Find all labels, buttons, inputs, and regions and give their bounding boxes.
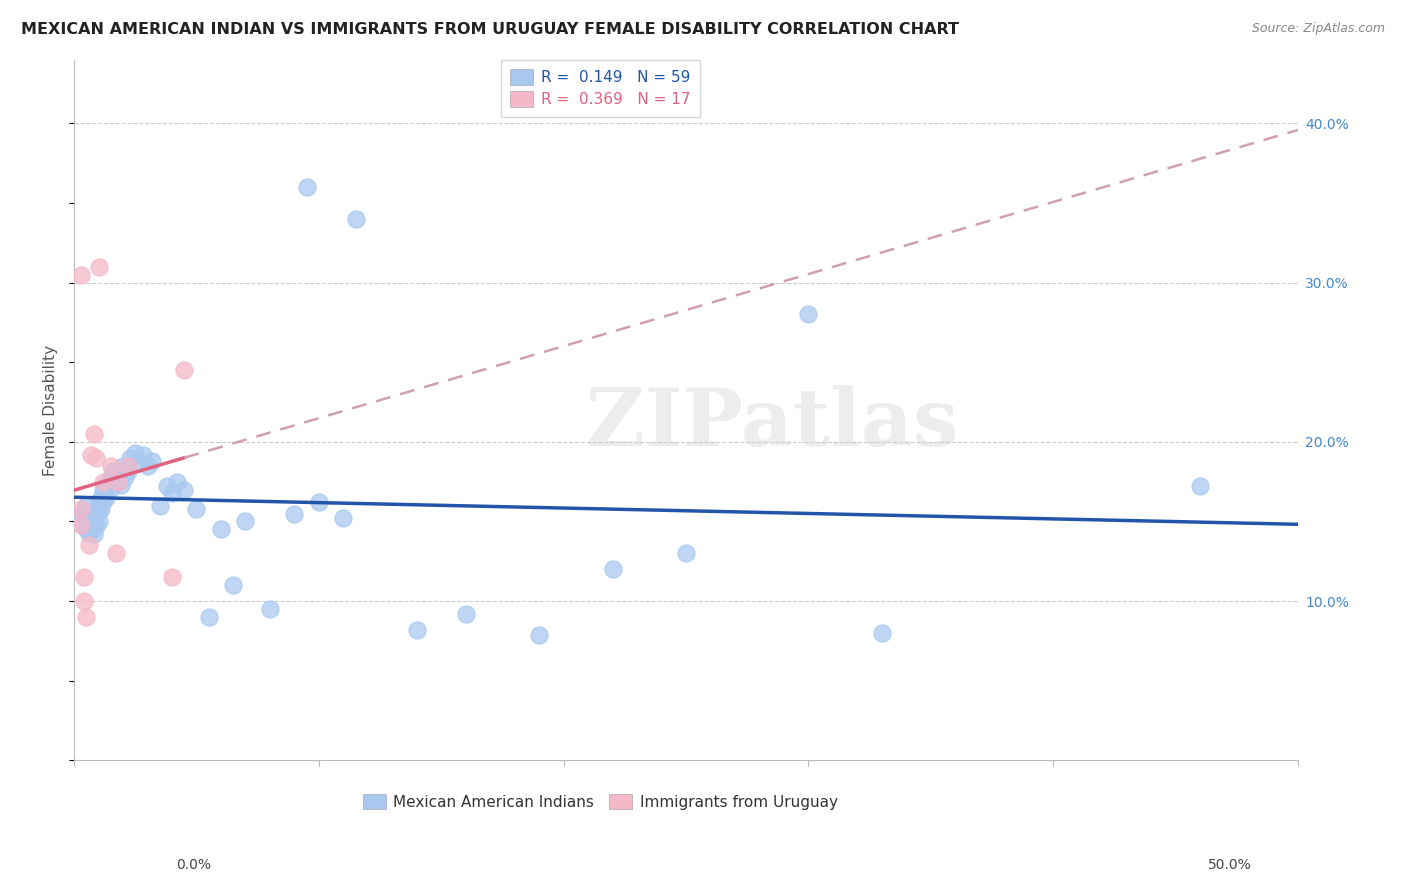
Point: [70, 268, 93, 282]
Text: ZIPatlas: ZIPatlas: [585, 385, 957, 463]
Point: [156, 479, 179, 493]
Point: [93, 493, 115, 508]
Point: [70, 501, 93, 516]
Point: [94, 479, 117, 493]
Point: [70, 507, 93, 521]
Point: [75, 499, 97, 513]
Point: [94, 491, 117, 505]
Point: [93, 483, 115, 497]
Point: [173, 363, 195, 377]
Point: [107, 467, 129, 481]
Point: [308, 495, 330, 509]
Point: [77, 538, 100, 552]
Point: [104, 475, 127, 489]
Point: [80, 511, 103, 525]
Point: [90, 501, 112, 516]
Point: [77, 525, 100, 540]
Point: [405, 623, 427, 637]
Point: [120, 450, 142, 465]
Point: [173, 483, 195, 497]
Point: [87, 501, 110, 516]
Point: [186, 501, 208, 516]
Point: [75, 507, 97, 521]
Point: [602, 562, 624, 576]
Point: [136, 458, 159, 473]
Point: [117, 463, 139, 477]
Point: [675, 546, 697, 560]
Point: [103, 463, 125, 477]
Point: [870, 626, 893, 640]
Point: [70, 517, 93, 532]
Point: [83, 517, 105, 532]
Point: [454, 607, 477, 621]
Point: [84, 450, 107, 465]
Text: Source: ZipAtlas.com: Source: ZipAtlas.com: [1251, 22, 1385, 36]
Point: [131, 448, 153, 462]
Point: [90, 491, 112, 505]
Point: [259, 602, 281, 616]
Point: [797, 308, 820, 322]
Point: [160, 485, 183, 500]
Point: [80, 523, 103, 537]
Point: [87, 260, 110, 274]
Point: [100, 458, 122, 473]
Legend: Mexican American Indians, Immigrants from Uruguay: Mexican American Indians, Immigrants fro…: [357, 788, 844, 816]
Text: 0.0%: 0.0%: [176, 858, 211, 872]
Point: [77, 515, 100, 529]
Point: [83, 426, 105, 441]
Point: [295, 180, 318, 194]
Point: [332, 511, 354, 525]
Y-axis label: Female Disability: Female Disability: [44, 344, 58, 475]
Point: [87, 493, 110, 508]
Point: [93, 475, 115, 489]
Point: [112, 458, 135, 473]
Point: [527, 627, 550, 641]
Point: [75, 523, 97, 537]
Point: [100, 470, 122, 484]
Point: [149, 499, 172, 513]
Point: [209, 523, 232, 537]
Text: MEXICAN AMERICAN INDIAN VS IMMIGRANTS FROM URUGUAY FEMALE DISABILITY CORRELATION: MEXICAN AMERICAN INDIAN VS IMMIGRANTS FR…: [21, 22, 959, 37]
Point: [73, 517, 96, 532]
Point: [127, 456, 149, 470]
Point: [100, 481, 122, 495]
Point: [117, 458, 139, 473]
Point: [235, 515, 257, 529]
Point: [283, 507, 305, 521]
Point: [114, 470, 136, 484]
Point: [160, 570, 183, 584]
Point: [124, 446, 146, 460]
Point: [75, 610, 97, 624]
Point: [344, 211, 367, 226]
Point: [141, 454, 163, 468]
Point: [197, 610, 219, 624]
Point: [1189, 479, 1212, 493]
Point: [104, 546, 127, 560]
Point: [107, 475, 129, 489]
Point: [73, 594, 96, 608]
Point: [83, 527, 105, 541]
Point: [110, 478, 132, 492]
Point: [80, 448, 103, 462]
Point: [84, 519, 107, 533]
Text: 50.0%: 50.0%: [1208, 858, 1251, 872]
Point: [166, 475, 188, 489]
Point: [222, 578, 245, 592]
Point: [97, 475, 120, 489]
Point: [84, 507, 107, 521]
Point: [73, 570, 96, 584]
Point: [87, 515, 110, 529]
